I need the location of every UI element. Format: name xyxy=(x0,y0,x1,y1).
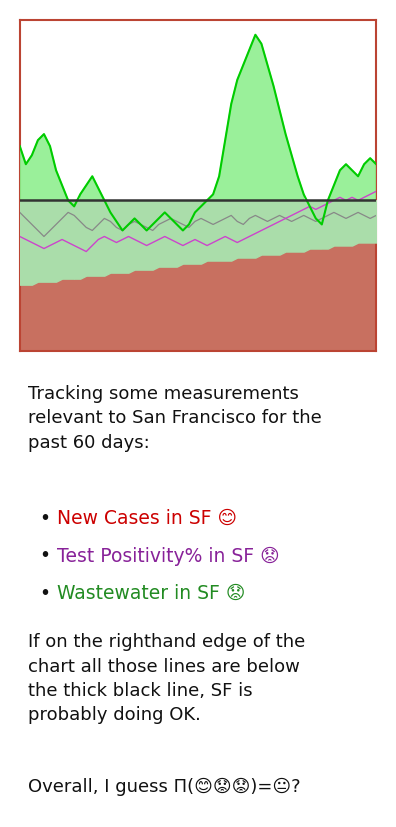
Text: •: • xyxy=(40,583,51,602)
Text: Wastewater in SF 😟: Wastewater in SF 😟 xyxy=(57,583,246,602)
Text: New Cases in SF 😊: New Cases in SF 😊 xyxy=(57,509,238,528)
Text: Tracking some measurements
relevant to San Francisco for the
past 60 days:: Tracking some measurements relevant to S… xyxy=(28,385,322,451)
Text: •: • xyxy=(40,509,51,528)
Text: Test Positivity% in SF 😟: Test Positivity% in SF 😟 xyxy=(57,546,280,565)
Text: If on the righthand edge of the
chart all those lines are below
the thick black : If on the righthand edge of the chart al… xyxy=(28,633,305,724)
Text: Overall, I guess Π(😊😟😟)=😐?: Overall, I guess Π(😊😟😟)=😐? xyxy=(28,777,300,796)
Text: •: • xyxy=(40,546,51,565)
